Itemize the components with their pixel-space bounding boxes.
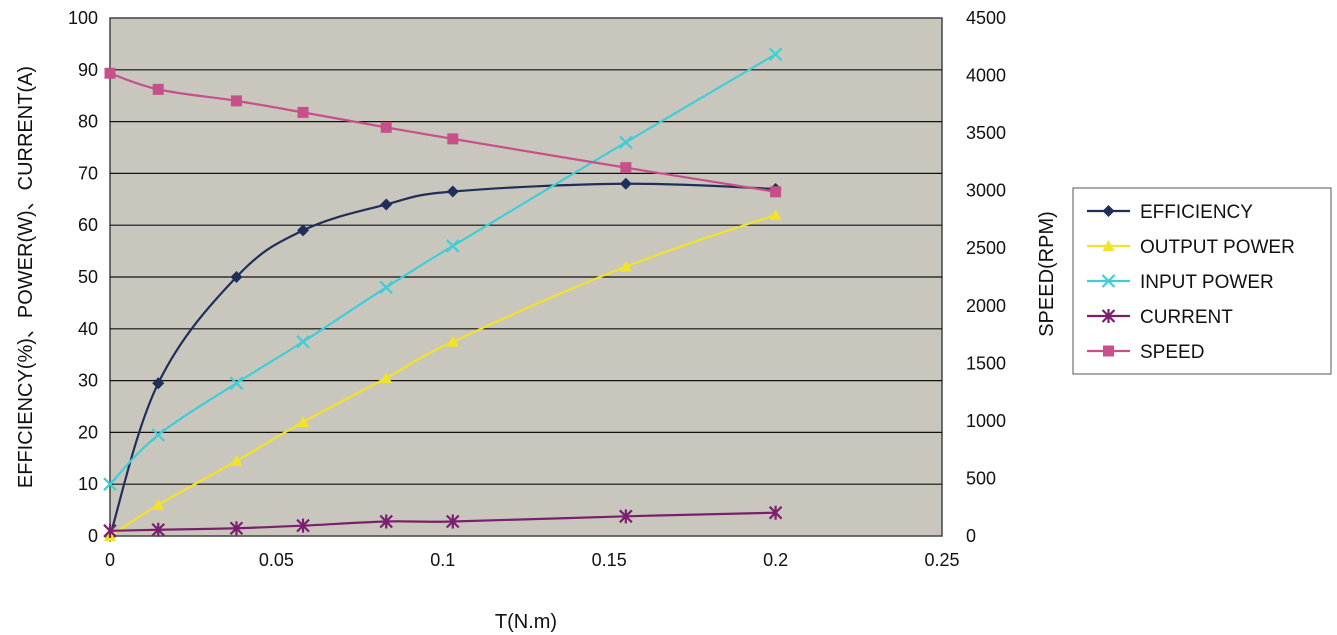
data-point-output-power <box>446 335 459 347</box>
legend: EFFICIENCY OUTPUT POWER INPUT POWER CURRENT… <box>1072 187 1332 375</box>
y-right-axis-title: SPEED(RPM) <box>1036 211 1058 337</box>
data-point-input-power <box>151 428 166 442</box>
y-left-tick-label: 60 <box>78 215 98 235</box>
x-tick-label: 0.15 <box>592 550 627 570</box>
data-point-current <box>103 523 117 538</box>
y-left-tick-label: 10 <box>78 474 98 494</box>
y-left-tick-label: 50 <box>78 267 98 287</box>
series-current <box>103 505 783 538</box>
legend-item-speed: SPEED <box>1087 342 1204 363</box>
legend-label: CURRENT <box>1140 307 1233 328</box>
legend-marker-output-power <box>1102 240 1115 251</box>
data-point-speed <box>230 95 242 107</box>
data-point-current <box>151 522 166 537</box>
legend-item-output-power: OUTPUT POWER <box>1087 237 1295 258</box>
data-point-speed <box>770 186 782 198</box>
data-point-efficiency <box>380 198 393 211</box>
data-point-efficiency <box>230 271 243 283</box>
legend-label: EFFICIENCY <box>1140 202 1253 223</box>
series-speed <box>104 67 782 198</box>
x-tick-label: 0.1 <box>430 550 455 570</box>
data-point-efficiency <box>446 185 459 198</box>
x-tick-label: 0.2 <box>763 550 788 570</box>
data-point-input-power <box>768 47 783 62</box>
data-point-speed <box>447 133 459 145</box>
series-input-power <box>103 47 783 491</box>
data-point-efficiency <box>619 177 632 190</box>
y-left-tick-label: 80 <box>78 112 98 132</box>
legend-label: INPUT POWER <box>1140 272 1274 293</box>
y-left-axis: 0 10 20 30 40 50 60 70 80 90 100 <box>68 8 98 546</box>
y-left-axis-title: EFFICIENCY(%)、POWER(W)、CURRENT(A) <box>15 66 37 488</box>
data-point-input-power <box>619 135 633 150</box>
y-right-tick-label: 1000 <box>966 411 1006 431</box>
y-right-tick-label: 3000 <box>966 181 1006 201</box>
data-point-speed <box>104 67 116 79</box>
data-point-input-power <box>103 477 117 491</box>
data-point-current <box>379 514 394 529</box>
grid <box>110 69 942 485</box>
data-point-speed <box>620 162 632 174</box>
legend-label: OUTPUT POWER <box>1140 237 1295 258</box>
y-right-tick-label: 3500 <box>966 123 1006 143</box>
data-point-current <box>446 514 460 529</box>
data-point-speed <box>380 121 392 133</box>
y-left-tick-label: 20 <box>78 422 98 442</box>
legend-marker-current <box>1101 309 1116 323</box>
legend-marker-efficiency <box>1102 205 1115 217</box>
legend-item-current: CURRENT <box>1087 307 1233 328</box>
y-right-axis: 0 500 1000 1500 2000 2500 3000 3500 4000 4500 <box>966 8 1006 546</box>
y-right-tick-label: 500 <box>966 468 996 488</box>
data-point-efficiency <box>152 377 165 390</box>
data-point-input-power <box>296 334 310 349</box>
y-left-tick-label: 70 <box>78 163 98 183</box>
data-point-output-power <box>297 416 310 428</box>
y-left-tick-label: 0 <box>88 526 98 546</box>
y-right-tick-label: 1500 <box>966 353 1006 373</box>
y-left-tick-label: 40 <box>78 319 98 339</box>
data-point-output-power <box>380 372 393 384</box>
data-point-current <box>229 521 244 536</box>
legend-marker-input-power <box>1101 274 1116 288</box>
y-left-tick-label: 90 <box>78 60 98 80</box>
y-right-tick-label: 4500 <box>966 8 1006 28</box>
legend-label: SPEED <box>1140 342 1204 363</box>
y-right-tick-label: 2500 <box>966 238 1006 258</box>
y-right-tick-label: 4000 <box>966 66 1006 86</box>
x-tick-label: 0.25 <box>924 550 959 570</box>
data-point-current <box>768 505 783 520</box>
data-point-output-power <box>769 208 782 220</box>
data-point-current <box>619 509 633 524</box>
y-left-tick-label: 100 <box>68 8 98 28</box>
x-tick-label: 0 <box>105 550 115 570</box>
y-right-tick-label: 2000 <box>966 296 1006 316</box>
data-point-output-power <box>230 454 243 466</box>
data-point-speed <box>297 106 309 118</box>
legend-item-efficiency: EFFICIENCY <box>1087 202 1253 223</box>
data-point-current <box>296 518 310 533</box>
x-axis: 0 0.05 0.1 0.15 0.2 0.25 <box>105 550 960 570</box>
legend-marker-speed <box>1103 345 1114 357</box>
data-point-speed <box>152 83 164 95</box>
data-point-output-power <box>619 260 632 272</box>
legend-item-input-power: INPUT POWER <box>1087 272 1274 293</box>
data-point-input-power <box>229 376 244 390</box>
series-layer <box>103 47 783 542</box>
data-point-output-power <box>152 498 165 510</box>
x-axis-title: T(N.m) <box>495 611 557 633</box>
data-point-input-power <box>379 280 394 295</box>
data-point-input-power <box>446 239 460 253</box>
data-point-efficiency <box>297 224 310 237</box>
y-right-tick-label: 0 <box>966 526 976 546</box>
x-tick-label: 0.05 <box>259 550 294 570</box>
y-left-tick-label: 30 <box>78 371 98 391</box>
